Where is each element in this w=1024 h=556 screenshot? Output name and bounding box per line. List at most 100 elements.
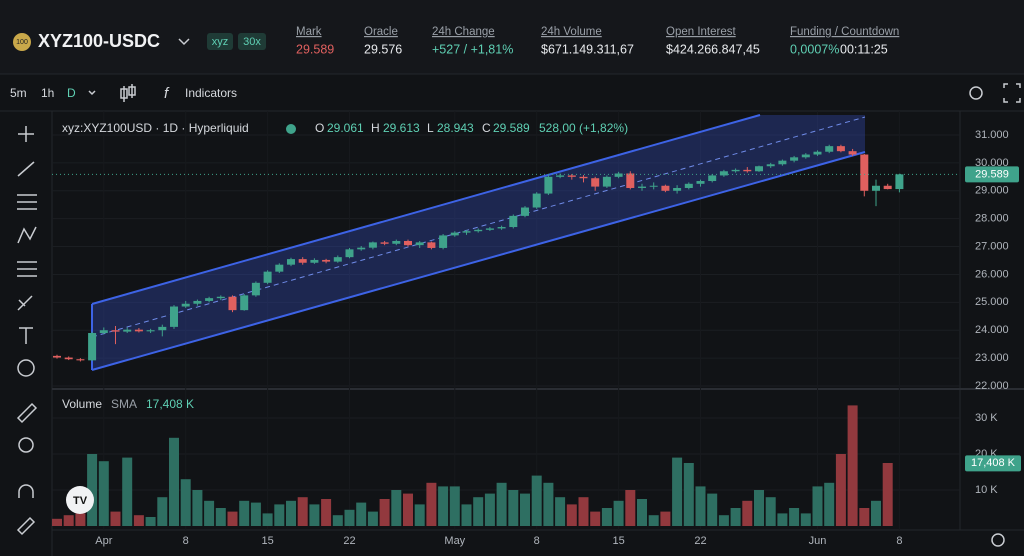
- volume-bar: [227, 511, 238, 526]
- magnet-tool[interactable]: [18, 484, 34, 498]
- candle-body: [146, 330, 155, 332]
- search-icon[interactable]: [969, 86, 983, 100]
- volume-bar: [98, 461, 109, 526]
- volume-bar: [718, 515, 729, 526]
- candle-body: [602, 176, 611, 187]
- interval-active[interactable]: D: [67, 86, 76, 100]
- dex-badge: [207, 33, 233, 50]
- fx-icon[interactable]: f: [164, 85, 170, 102]
- indicators-button[interactable]: Indicators: [185, 86, 237, 100]
- stat-label: Open Interest: [666, 26, 736, 38]
- candle-body: [755, 166, 763, 172]
- volume-bar: [800, 513, 811, 526]
- volume-bar: [730, 508, 741, 526]
- fib-tool[interactable]: [17, 194, 37, 210]
- volume-bar: [590, 511, 601, 526]
- volume-bar: [543, 482, 554, 526]
- volume-bar: [87, 454, 98, 526]
- candle-body: [64, 357, 73, 360]
- emoji-tool[interactable]: [17, 359, 35, 377]
- stat-value: 29.576: [364, 42, 402, 56]
- volume-sma-value: 17,408 K: [146, 397, 194, 411]
- legend-symbol: xyz:XYZ100USD · 1D · Hyperliquid: [62, 121, 249, 135]
- tv-logo[interactable]: [66, 486, 94, 514]
- interval[interactable]: 5m: [10, 86, 27, 100]
- volume-bar: [871, 500, 881, 526]
- legend-key: L: [427, 121, 434, 135]
- volume-title: Volume: [62, 397, 102, 411]
- y-tick-label: 28.000: [975, 213, 1009, 225]
- drawing-tools: [16, 126, 38, 536]
- zoom-tool[interactable]: [18, 437, 34, 453]
- volume-bar: [157, 497, 168, 526]
- x-tick-label: 22: [343, 535, 355, 547]
- candle-body: [368, 242, 377, 248]
- interval[interactable]: 1h: [41, 86, 54, 100]
- candle-body: [228, 296, 237, 311]
- dex-badge-text: xyz: [212, 36, 229, 48]
- y-tick-label: 26.000: [975, 268, 1009, 280]
- ruler-tool[interactable]: [16, 402, 38, 424]
- symbol[interactable]: XYZ100-USDC: [38, 31, 160, 51]
- legend-value: 528,00 (+1,82%): [539, 121, 628, 135]
- legend-key: C: [482, 121, 491, 135]
- crosshair-tool[interactable]: [18, 126, 34, 142]
- token-icon-text: 100: [16, 39, 28, 46]
- volume-bar: [484, 493, 495, 526]
- volume-bar: [625, 490, 636, 526]
- volume-bar: [660, 511, 671, 526]
- candle-body: [883, 185, 892, 190]
- projection-tool[interactable]: [17, 261, 37, 277]
- candle-body: [766, 164, 775, 167]
- stat-label: 24h Change: [432, 26, 495, 38]
- volume-sma-name: SMA: [111, 397, 137, 411]
- candle-body: [287, 259, 295, 265]
- candle-body: [439, 235, 448, 248]
- brush-tool[interactable]: [17, 295, 33, 311]
- pattern-tool[interactable]: [17, 226, 37, 244]
- ohlc-legend: O 29.061 H 29.613 L 28.943 C 29.589 528,00 (+1,8…: [315, 121, 628, 135]
- dropdown-arrow[interactable]: [88, 90, 96, 96]
- volume-bar: [789, 508, 800, 526]
- y-tick-label: 31.000: [975, 129, 1009, 141]
- candle-body: [158, 326, 167, 331]
- trendline-tool[interactable]: [17, 161, 35, 177]
- volume-bar: [765, 497, 776, 526]
- candle-body: [696, 181, 705, 184]
- candle-body: [661, 185, 670, 191]
- leverage-badge-text: 30x: [243, 36, 261, 48]
- candle-body: [813, 151, 822, 155]
- settings-icon[interactable]: [991, 533, 1005, 547]
- candle-body: [778, 160, 787, 165]
- volume-bar: [461, 504, 472, 526]
- candle-body: [532, 193, 541, 208]
- volume-bar: [52, 518, 62, 526]
- volume-bar: [215, 508, 226, 526]
- candle-body: [205, 298, 214, 301]
- volume-sma-label: 17,408 K: [971, 457, 1016, 469]
- stat-label: Oracle: [364, 26, 398, 38]
- candle-type-icon[interactable]: [120, 84, 136, 102]
- volume-bar: [520, 493, 530, 526]
- stat-label: 24h Volume: [541, 26, 602, 38]
- volume-bar: [344, 509, 355, 526]
- x-tick-label: May: [444, 535, 465, 547]
- volume-bar: [145, 517, 156, 526]
- stat-label: Funding / Countdown: [790, 26, 899, 38]
- volume-bar: [438, 486, 449, 526]
- volume-bar: [192, 490, 203, 526]
- candle-body: [474, 229, 483, 232]
- y-tick-label: 25.000: [975, 296, 1009, 308]
- candles: [52, 144, 904, 526]
- channel-lower: [91, 151, 866, 371]
- volume-bar: [297, 497, 308, 526]
- fullscreen-icon[interactable]: [1003, 83, 1021, 103]
- volume-bar: [613, 500, 624, 526]
- pencil-tool[interactable]: [16, 516, 36, 536]
- channel-upper: [91, 114, 761, 305]
- dropdown-arrow[interactable]: [178, 38, 190, 46]
- text-tool[interactable]: [19, 327, 33, 344]
- candle-body: [848, 151, 857, 155]
- legend-value: 29.061: [327, 121, 364, 135]
- token-icon: [13, 33, 31, 51]
